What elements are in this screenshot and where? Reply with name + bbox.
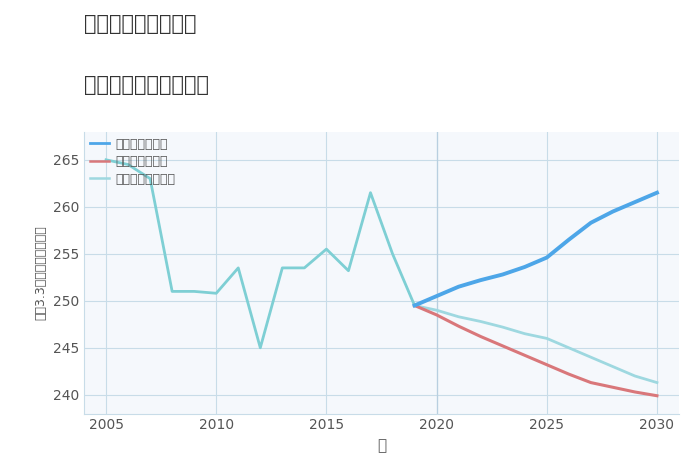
Text: 中古戸建ての価格推移: 中古戸建ての価格推移	[84, 75, 209, 95]
Legend: グッドシナリオ, バッドシナリオ, ノーマルシナリオ: グッドシナリオ, バッドシナリオ, ノーマルシナリオ	[85, 133, 181, 191]
X-axis label: 年: 年	[377, 438, 386, 453]
Y-axis label: 坪（3.3㎡）単価（万円）: 坪（3.3㎡）単価（万円）	[34, 225, 47, 320]
Text: 東京都調布市染地の: 東京都調布市染地の	[84, 14, 197, 34]
